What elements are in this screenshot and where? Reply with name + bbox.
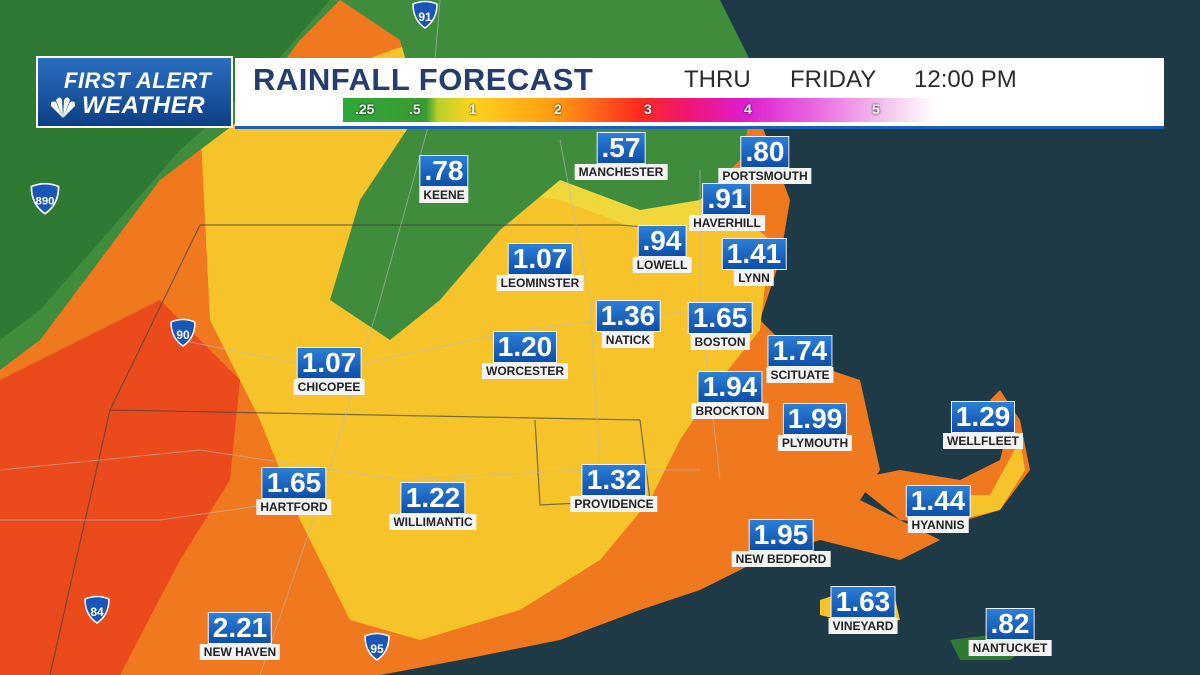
city-label: 1.07 LEOMINSTER [496,243,584,291]
rainfall-value: 1.07 [296,347,362,379]
interstate-84-shield: 84 [84,595,110,624]
city-label: 1.41 LYNN [721,238,787,286]
rainfall-scale-bar: .25 .5 1 2 3 4 5 [343,98,936,122]
peacock-icon [50,97,76,118]
rainfall-value: 1.95 [748,519,814,551]
rainfall-value: 1.65 [687,302,753,334]
city-name: SCITUATE [766,367,834,383]
rainfall-value: .57 [596,132,646,164]
city-name: WORCESTER [482,363,568,379]
city-label: .78 KEENE [419,155,469,203]
title-bar: RAINFALL FORECAST THRU FRIDAY 12:00 PM .… [235,58,1164,129]
svg-text:890: 890 [36,196,55,208]
city-label: 1.95 NEW BEDFORD [731,519,831,567]
svg-text:84: 84 [90,605,104,619]
rainfall-value: 1.41 [721,238,787,270]
interstate-890-shield: 890 [30,182,60,215]
svg-text:90: 90 [176,328,190,342]
city-name: LOWELL [632,257,692,273]
header: FIRST ALERT WEATHER RAINFALL FORECAST TH… [36,56,1164,129]
city-label: 1.22 WILLIMANTIC [389,482,477,530]
scale-tick: .25 [355,101,375,117]
rainfall-value: .82 [985,608,1035,640]
city-name: NATICK [601,332,655,348]
city-name: PROVIDENCE [570,496,658,512]
scale-tick: 1 [469,101,477,117]
scale-tick: 5 [872,101,880,117]
city-name: HYANNIS [907,517,969,533]
city-name: PLYMOUTH [777,435,853,451]
city-label: 1.36 NATICK [595,300,661,348]
city-name: PORTSMOUTH [718,168,812,184]
rainfall-value: .78 [419,155,469,187]
city-name: NEW BEDFORD [731,551,831,567]
city-label: 2.21 NEW HAVEN [199,612,281,660]
rainfall-value: 1.65 [261,467,327,499]
rainfall-value: 1.22 [400,482,466,514]
city-label: 1.29 WELLFLEET [943,401,1023,449]
city-name: MANCHESTER [574,164,668,180]
interstate-95-shield: 95 [364,632,390,661]
rainfall-value: 1.44 [905,485,971,517]
rainfall-value: 1.07 [507,243,573,275]
city-label: 1.07 CHICOPEE [293,347,365,395]
interstate-91-shield: 91 [412,0,438,29]
city-name: LYNN [734,270,774,286]
rainfall-value: 1.36 [595,300,661,332]
page-title: RAINFALL FORECAST [253,62,594,97]
thru-label: THRU [684,66,751,93]
rainfall-value: .94 [637,225,687,257]
city-name: BROCKTON [691,403,769,419]
city-name: HARTFORD [256,499,332,515]
city-name: VINEYARD [828,618,898,634]
city-label: .82 NANTUCKET [968,608,1052,656]
rainfall-value: 1.32 [581,464,647,496]
city-label: .57 MANCHESTER [574,132,668,180]
scale-tick: 3 [644,101,652,117]
logo-line2: WEATHER [82,92,206,119]
city-label: 1.65 BOSTON [687,302,753,350]
rainfall-value: .91 [702,183,752,215]
day-label: FRIDAY [790,66,877,93]
city-label: 1.74 SCITUATE [766,335,834,383]
city-name: HAVERHILL [689,215,765,231]
city-label: .80 PORTSMOUTH [718,136,812,184]
city-label: 1.94 BROCKTON [691,371,769,419]
scale-tick: 4 [744,101,752,117]
scale-tick: .5 [409,101,421,117]
city-label: 1.65 HARTFORD [256,467,332,515]
rainfall-value: 1.94 [697,371,763,403]
rainfall-value: 1.29 [950,401,1016,433]
city-label: 1.63 VINEYARD [828,586,898,634]
city-name: BOSTON [690,334,750,350]
logo-line1: FIRST ALERT [64,68,212,93]
rainfall-value: 1.20 [492,331,558,363]
city-name: LEOMINSTER [496,275,584,291]
rainfall-value: 1.74 [767,335,833,367]
rainfall-value: .80 [740,136,790,168]
city-name: NEW HAVEN [199,644,281,660]
city-label: 1.20 WORCESTER [482,331,568,379]
rainfall-value: 2.21 [207,612,273,644]
svg-text:91: 91 [418,10,432,24]
interstate-90-shield: 90 [170,318,196,347]
city-label: 1.44 HYANNIS [905,485,971,533]
first-alert-weather-logo: FIRST ALERT WEATHER [36,56,233,128]
city-name: WILLIMANTIC [389,514,477,530]
time-label: 12:00 PM [914,66,1017,93]
city-name: NANTUCKET [968,640,1052,656]
city-name: CHICOPEE [293,379,365,395]
city-name: WELLFLEET [943,433,1023,449]
city-label: 1.32 PROVIDENCE [570,464,658,512]
scale-tick: 2 [554,101,562,117]
svg-text:95: 95 [370,642,384,656]
city-label: .91 HAVERHILL [689,183,765,231]
city-name: KEENE [419,187,469,203]
city-label: 1.99 PLYMOUTH [777,403,853,451]
rainfall-value: 1.63 [830,586,896,618]
rainfall-value: 1.99 [782,403,848,435]
city-label: .94 LOWELL [632,225,692,273]
